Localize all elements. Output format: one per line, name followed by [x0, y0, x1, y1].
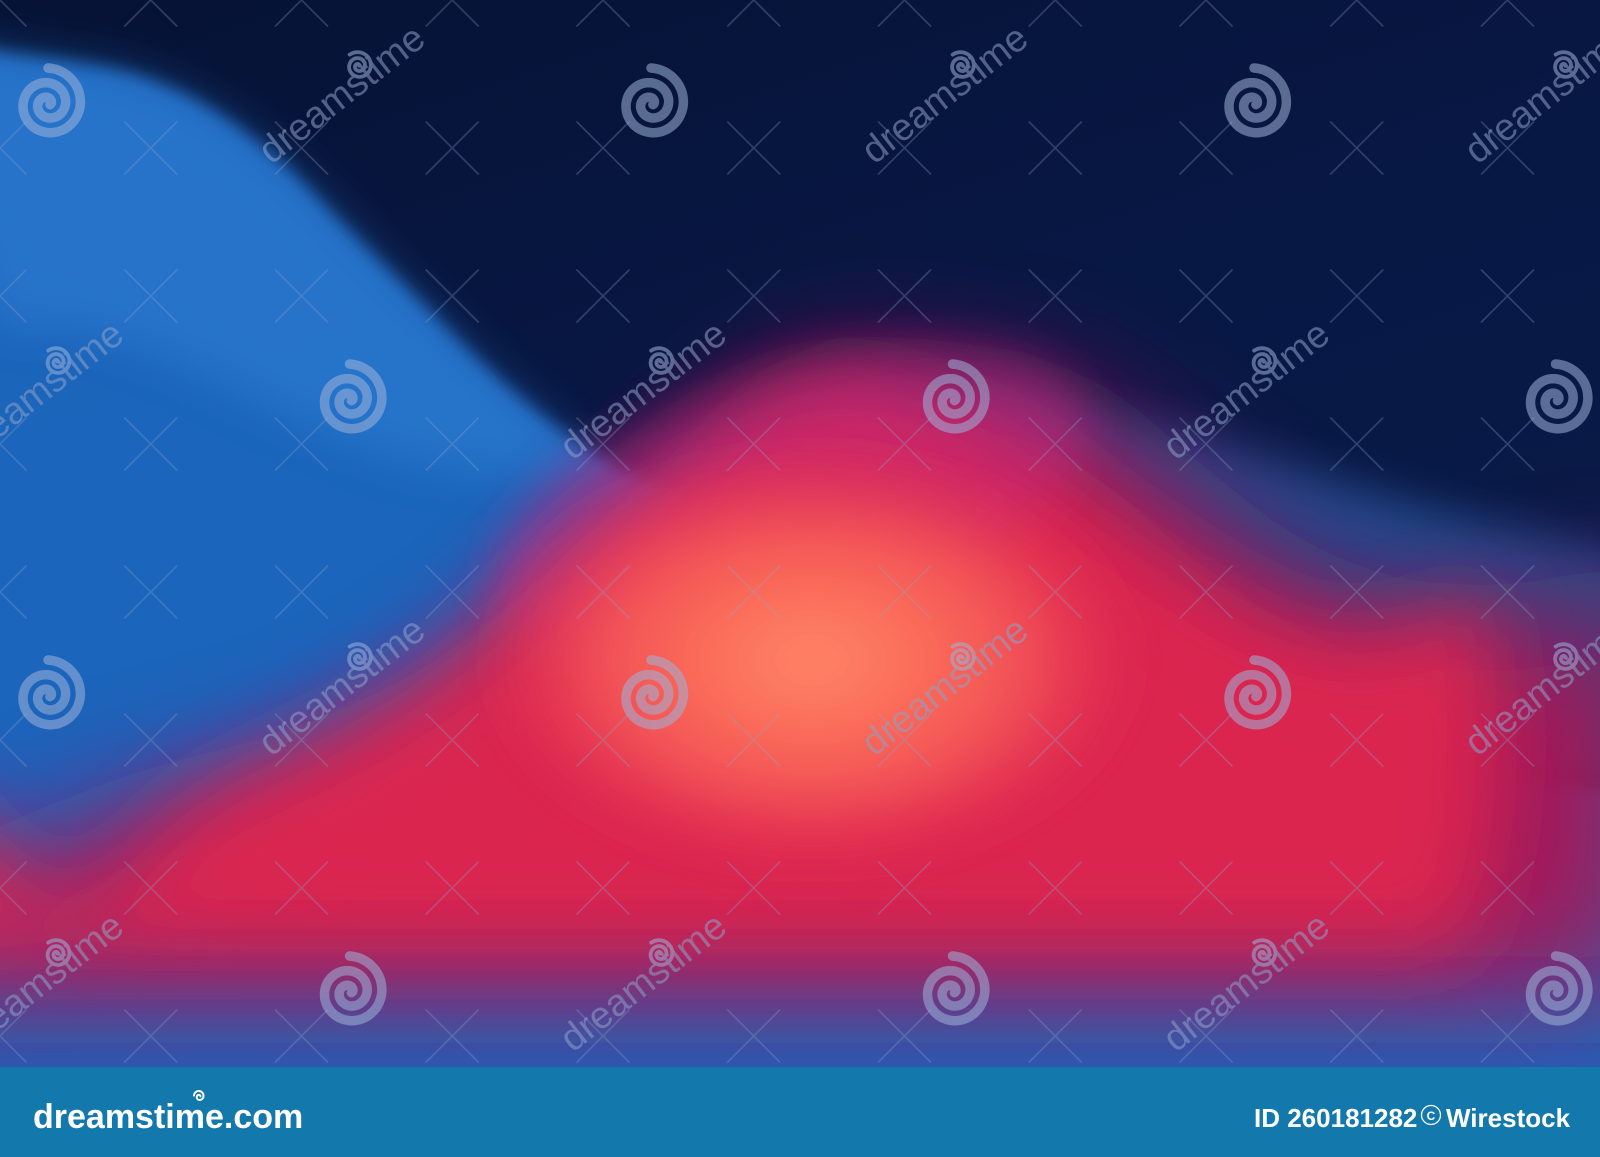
svg-text:ID 260181282: ID 260181282 [1254, 1103, 1417, 1133]
svg-text:Wirestock: Wirestock [1446, 1103, 1571, 1133]
svg-text:C: C [1427, 1109, 1436, 1123]
svg-text:dreamstime.com: dreamstime.com [33, 1098, 303, 1136]
